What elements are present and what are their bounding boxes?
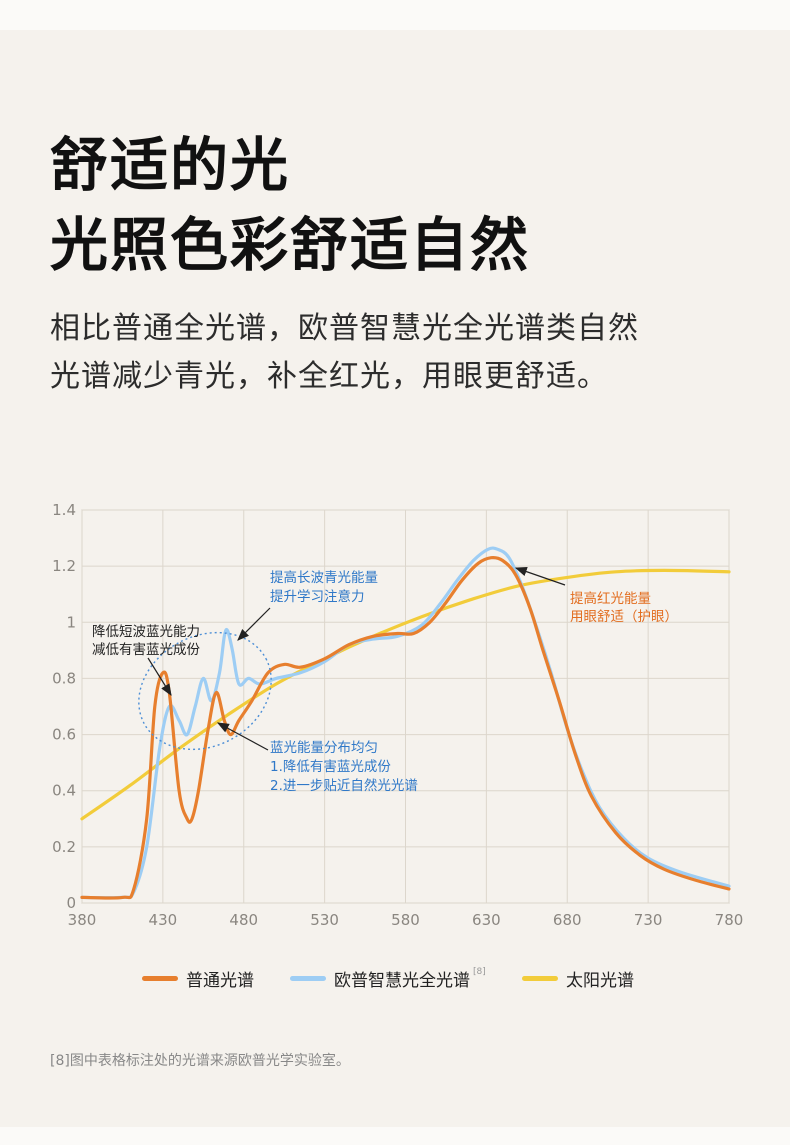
legend-swatch	[142, 976, 178, 981]
annotation-mid-line-2: 1.降低有害蓝光成份	[270, 759, 391, 775]
y-tick-label: 0.8	[52, 669, 76, 687]
annotation-left-line-1: 降低短波蓝光能力	[92, 624, 200, 640]
y-tick-label: 0	[66, 894, 76, 912]
legend-swatch	[522, 976, 558, 981]
arrow-top-annotation	[237, 607, 271, 641]
legend-label: 欧普智慧光全光谱	[334, 971, 470, 991]
bottom-band	[0, 1127, 790, 1145]
legend-label: 太阳光谱	[566, 971, 634, 991]
y-tick-label: 0.6	[52, 726, 76, 744]
annotation-mid-line-1: 蓝光能量分布均匀	[270, 740, 378, 756]
series-line-ordinary	[80, 555, 731, 900]
y-tick-label: 1	[66, 613, 76, 631]
annotation-right-line-2: 用眼舒适（护眼）	[570, 609, 678, 625]
subtitle-line-2: 光谱减少青光，补全红光，用眼更舒适。	[50, 359, 608, 394]
annotations: 降低短波蓝光能力 减低有害蓝光成份 提高长波青光能量 提升学习注意力 蓝光能量分…	[92, 567, 678, 794]
series-lines	[80, 546, 731, 900]
y-tick-label: 1.4	[52, 501, 76, 519]
x-tick-label: 530	[310, 911, 339, 929]
top-band	[0, 0, 790, 30]
spectrum-chart: 380 430 480 530 580 630 680 730 780 0 0.2 0.4 0.6 0.8…	[52, 501, 743, 929]
x-tick-label: 480	[229, 911, 258, 929]
legend-item-sun: 太阳光谱	[522, 966, 634, 991]
grid	[81, 509, 730, 904]
legend-label: 普通光谱	[186, 971, 254, 991]
annotation-left-line-2: 减低有害蓝光成份	[92, 642, 200, 658]
page-subtitle: 相比普通全光谱，欧普智慧光全光谱类自然 光谱减少青光，补全红光，用眼更舒适。	[50, 305, 639, 401]
axis-ticks: 380 430 480 530 580 630 680 730 780 0 0.2 0.4 0.6 0.8…	[52, 501, 743, 929]
annotation-top-line-2: 提升学习注意力	[270, 588, 365, 605]
x-tick-label: 580	[391, 911, 420, 929]
x-tick-label: 730	[634, 911, 663, 929]
x-tick-label: 380	[68, 911, 97, 929]
annotation-top-line-1: 提高长波青光能量	[270, 569, 378, 586]
x-tick-label: 680	[553, 911, 582, 929]
page-title: 舒适的光 光照色彩舒适自然	[50, 125, 530, 285]
legend-swatch	[290, 976, 326, 981]
x-tick-label: 430	[149, 911, 178, 929]
x-tick-label: 780	[715, 911, 744, 929]
title-line-1: 舒适的光	[50, 131, 291, 199]
y-tick-label: 1.2	[52, 557, 76, 575]
legend-item-ordinary: 普通光谱	[142, 966, 254, 991]
title-line-2: 光照色彩舒适自然	[50, 211, 531, 279]
footnote: [8]图中表格标注处的光谱来源欧普光学实验室。	[50, 1053, 350, 1069]
y-tick-label: 0.2	[52, 838, 76, 856]
x-tick-label: 630	[472, 911, 501, 929]
blue-light-ellipse	[138, 631, 272, 751]
series-line-sun	[80, 568, 731, 821]
y-tick-label: 0.4	[52, 782, 76, 800]
chart-legend: 普通光谱 欧普智慧光全光谱 [8] 太阳光谱	[0, 966, 790, 996]
subtitle-line-1: 相比普通全光谱，欧普智慧光全光谱类自然	[50, 311, 639, 346]
arrow-mid-annotation	[216, 722, 269, 751]
annotation-mid-line-3: 2.进一步贴近自然光光谱	[270, 777, 418, 794]
legend-footnote-ref: [8]	[473, 966, 486, 977]
annotation-right-line-1: 提高红光能量	[570, 590, 651, 607]
legend-item-opple: 欧普智慧光全光谱 [8]	[290, 966, 486, 991]
arrow-right-annotation	[514, 567, 566, 586]
arrow-left-annotation	[147, 657, 172, 697]
